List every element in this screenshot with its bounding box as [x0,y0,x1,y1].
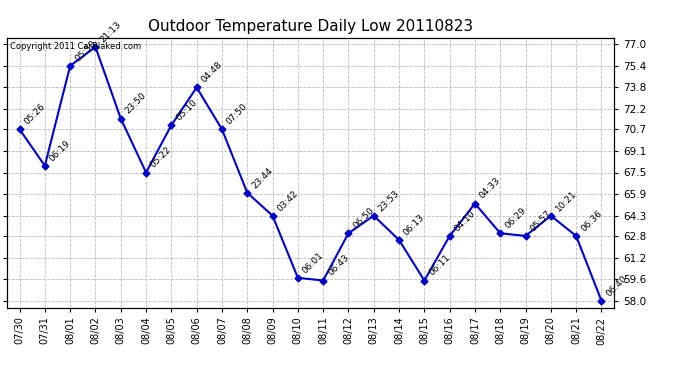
Text: 06:11: 06:11 [427,253,452,278]
Text: 06:29: 06:29 [503,206,528,231]
Text: 05:10: 05:10 [174,98,199,123]
Text: 05:22: 05:22 [149,145,173,170]
Text: 21:13: 21:13 [98,20,123,44]
Text: 04:33: 04:33 [477,176,502,201]
Text: 07:50: 07:50 [225,102,249,126]
Text: 23:44: 23:44 [250,166,275,190]
Text: 06:01: 06:01 [301,251,325,275]
Text: 05:50: 05:50 [73,38,97,63]
Text: 05:26: 05:26 [22,102,47,126]
Text: 06:36: 06:36 [579,209,604,233]
Text: 06:13: 06:13 [402,213,426,237]
Text: 05:57: 05:57 [529,209,553,233]
Text: 06:19: 06:19 [48,138,72,163]
Text: 23:50: 23:50 [124,91,148,116]
Text: Copyright 2011 CarBlaked.com: Copyright 2011 CarBlaked.com [10,42,141,51]
Text: 10:21: 10:21 [553,188,578,213]
Text: 04:48: 04:48 [199,60,224,85]
Text: 06:40: 06:40 [604,273,629,298]
Text: 06:43: 06:43 [326,253,351,278]
Text: 04:10: 04:10 [453,209,477,233]
Text: 06:50: 06:50 [351,206,376,231]
Title: Outdoor Temperature Daily Low 20110823: Outdoor Temperature Daily Low 20110823 [148,18,473,33]
Text: 23:53: 23:53 [377,188,401,213]
Text: 03:42: 03:42 [275,189,300,213]
